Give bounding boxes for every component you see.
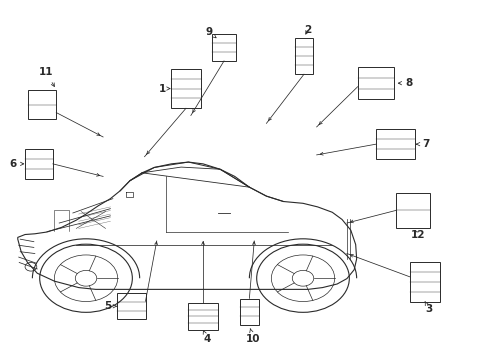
Text: 9: 9 — [205, 27, 216, 38]
Bar — [239, 298, 259, 325]
Text: 11: 11 — [39, 67, 54, 86]
Text: 3: 3 — [424, 301, 431, 314]
Bar — [211, 34, 236, 61]
Bar — [294, 39, 313, 74]
Bar — [28, 90, 56, 119]
Bar — [395, 193, 429, 228]
Bar — [357, 67, 394, 99]
Bar — [187, 303, 218, 330]
Text: 4: 4 — [203, 330, 210, 344]
Bar — [24, 149, 53, 179]
Bar — [409, 262, 439, 302]
Text: 1: 1 — [159, 84, 170, 94]
Text: 5: 5 — [104, 301, 117, 311]
Bar — [170, 69, 201, 108]
Text: 7: 7 — [415, 139, 428, 149]
Text: 6: 6 — [9, 159, 24, 169]
Text: 10: 10 — [245, 328, 260, 344]
Text: 8: 8 — [398, 78, 412, 88]
Bar — [117, 293, 145, 319]
Text: 2: 2 — [304, 25, 311, 35]
Bar — [375, 129, 414, 159]
Text: 12: 12 — [409, 230, 424, 239]
